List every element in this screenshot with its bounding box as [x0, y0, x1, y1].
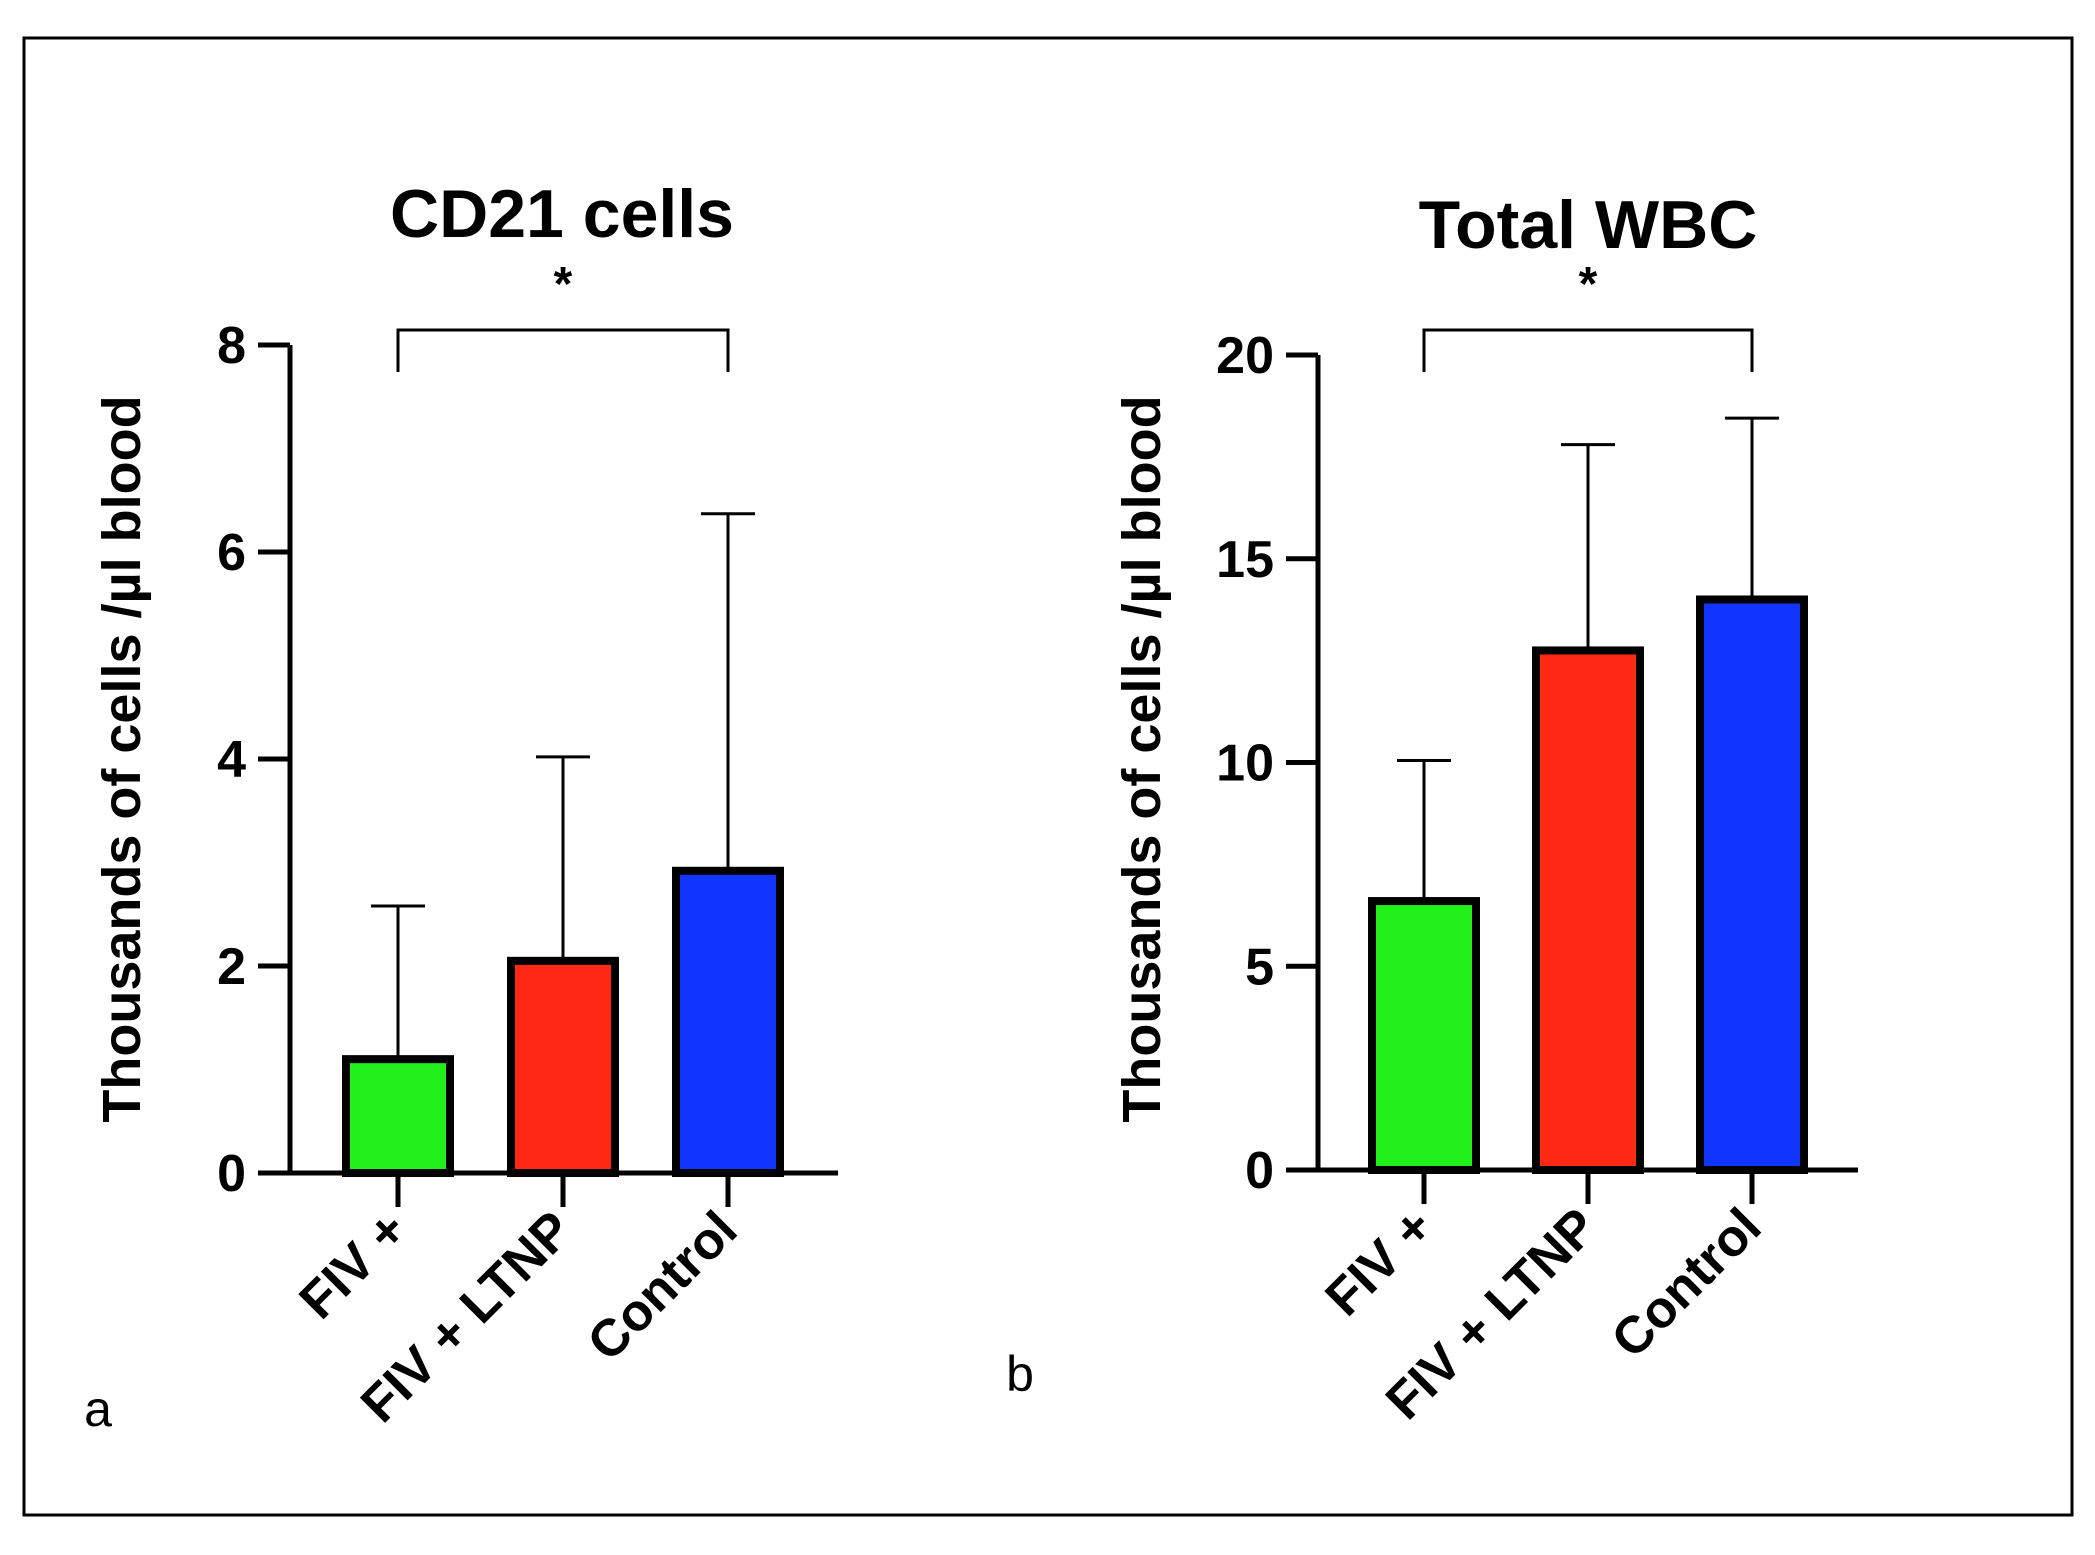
- chart-chart_data-0-title: CD21 cells: [390, 176, 734, 252]
- chart-chart_data-1-sig-label: *: [1579, 258, 1598, 311]
- chart-chart_data-0-sig-bracket: [396, 328, 730, 372]
- chart-chart_data-1-title: Total WBC: [1419, 187, 1758, 263]
- chart-chart_data-0-bar-1: [507, 956, 619, 1178]
- chart-chart_data-0-bar-2: [672, 866, 784, 1178]
- chart-chart_data-1-ytick-label-4: 20: [1216, 327, 1274, 385]
- chart-chart_data-0-ytick-label-2: 4: [217, 731, 246, 789]
- chart-chart_data-1-ylabel: Thousands of cells /µl blood: [1112, 395, 1172, 1122]
- chart-chart_data-1-bar-0: [1368, 897, 1480, 1174]
- chart-chart_data-0-ytick-label-3: 6: [217, 524, 246, 582]
- chart-chart_data-1-ytick-label-2: 10: [1216, 735, 1274, 793]
- chart-chart_data-1-bar-2: [1696, 595, 1808, 1174]
- chart-chart_data-1-sig-bracket: [1422, 328, 1754, 372]
- chart-chart_data-1-ytick-label-0: 0: [1245, 1142, 1274, 1200]
- chart-chart_data-0-sig-label: *: [554, 258, 573, 311]
- chart-chart_data-0-ytick-label-1: 2: [217, 938, 246, 996]
- chart-chart_data-1-ytick-label-1: 5: [1245, 938, 1274, 996]
- chart-chart_data-1-panel-letter: b: [1006, 1346, 1034, 1402]
- chart-chart_data-1-ytick-label-3: 15: [1216, 531, 1274, 589]
- chart-chart_data-0-ytick-label-0: 0: [217, 1145, 246, 1203]
- chart-chart_data-0-ytick-label-4: 8: [217, 317, 246, 375]
- chart-chart_data-1-bar-1: [1532, 646, 1644, 1174]
- chart-chart_data-0-bar-0: [342, 1055, 454, 1178]
- chart-chart_data-0-ylabel: Thousands of cells /µl blood: [92, 395, 152, 1122]
- chart-chart_data-0-panel-letter: a: [84, 1381, 112, 1437]
